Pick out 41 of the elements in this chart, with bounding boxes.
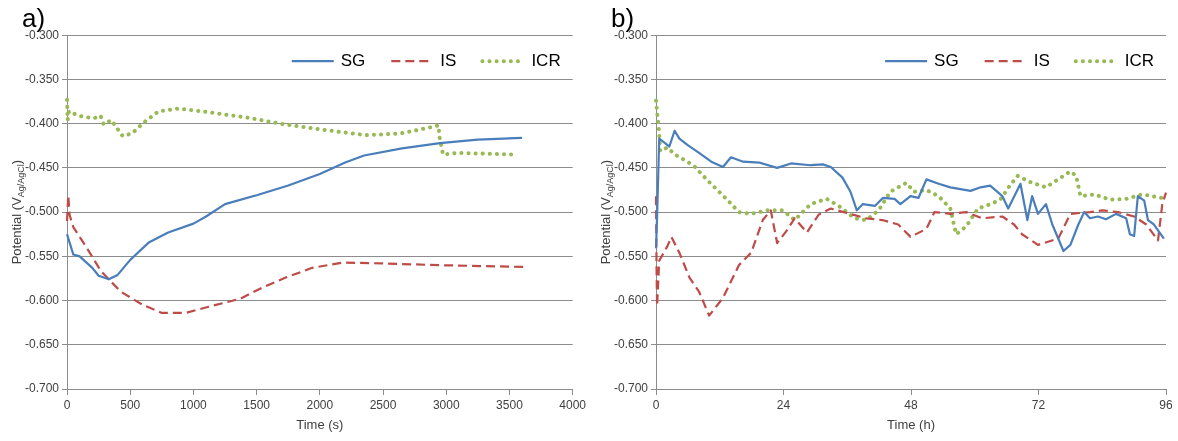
x-tick-label: 0 <box>652 397 660 412</box>
line-series <box>65 97 516 157</box>
y-axis-title: Potential (VAg/AgCl) <box>9 159 26 265</box>
y-tick-label: -0.600 <box>613 292 649 307</box>
x-tick-label: 3500 <box>496 397 524 412</box>
y-tick-label: -0.400 <box>24 115 60 130</box>
x-axis-title: Time (s) <box>296 416 344 432</box>
y-tick-label: -0.500 <box>613 204 649 219</box>
legend-label: IS <box>1033 50 1050 70</box>
y-tick-label: -0.550 <box>613 248 649 263</box>
x-tick-label: 2500 <box>369 397 397 412</box>
legend-label: SG <box>340 50 366 70</box>
y-tick-label: -0.650 <box>613 337 649 352</box>
y-tick-label: -0.350 <box>24 71 60 86</box>
y-tick-label: -0.500 <box>24 204 60 219</box>
x-tick-label: 1000 <box>180 397 208 412</box>
legend-label: IS <box>440 50 457 70</box>
x-tick-label: 48 <box>904 397 919 412</box>
legend-label: SG <box>934 50 959 70</box>
y-tick-label: -0.700 <box>613 381 649 396</box>
y-tick-label: -0.650 <box>24 337 60 352</box>
x-tick-label: 3000 <box>432 397 460 412</box>
x-axis-title: Time (h) <box>887 416 935 432</box>
x-tick-label: 4000 <box>559 397 587 412</box>
x-tick-label: 0 <box>63 397 71 412</box>
y-tick-label: -0.700 <box>24 381 60 396</box>
line-series <box>654 191 1168 317</box>
y-tick-label: -0.600 <box>24 292 60 307</box>
y-tick-label: -0.400 <box>613 115 649 130</box>
x-tick-label: 500 <box>120 397 141 412</box>
x-tick-label: 24 <box>776 397 791 412</box>
x-tick-label: 72 <box>1031 397 1046 412</box>
y-axis-title: Potential (VAg/AgCl) <box>598 159 615 265</box>
x-tick-label: 96 <box>1159 397 1173 412</box>
y-tick-label: -0.350 <box>613 71 649 86</box>
x-tick-label: 1500 <box>243 397 271 412</box>
x-tick-label: 2000 <box>306 397 334 412</box>
legend-label: ICR <box>531 50 561 70</box>
y-tick-label: -0.550 <box>24 248 60 263</box>
legend-label: ICR <box>1124 50 1154 70</box>
line-series <box>654 98 1164 237</box>
